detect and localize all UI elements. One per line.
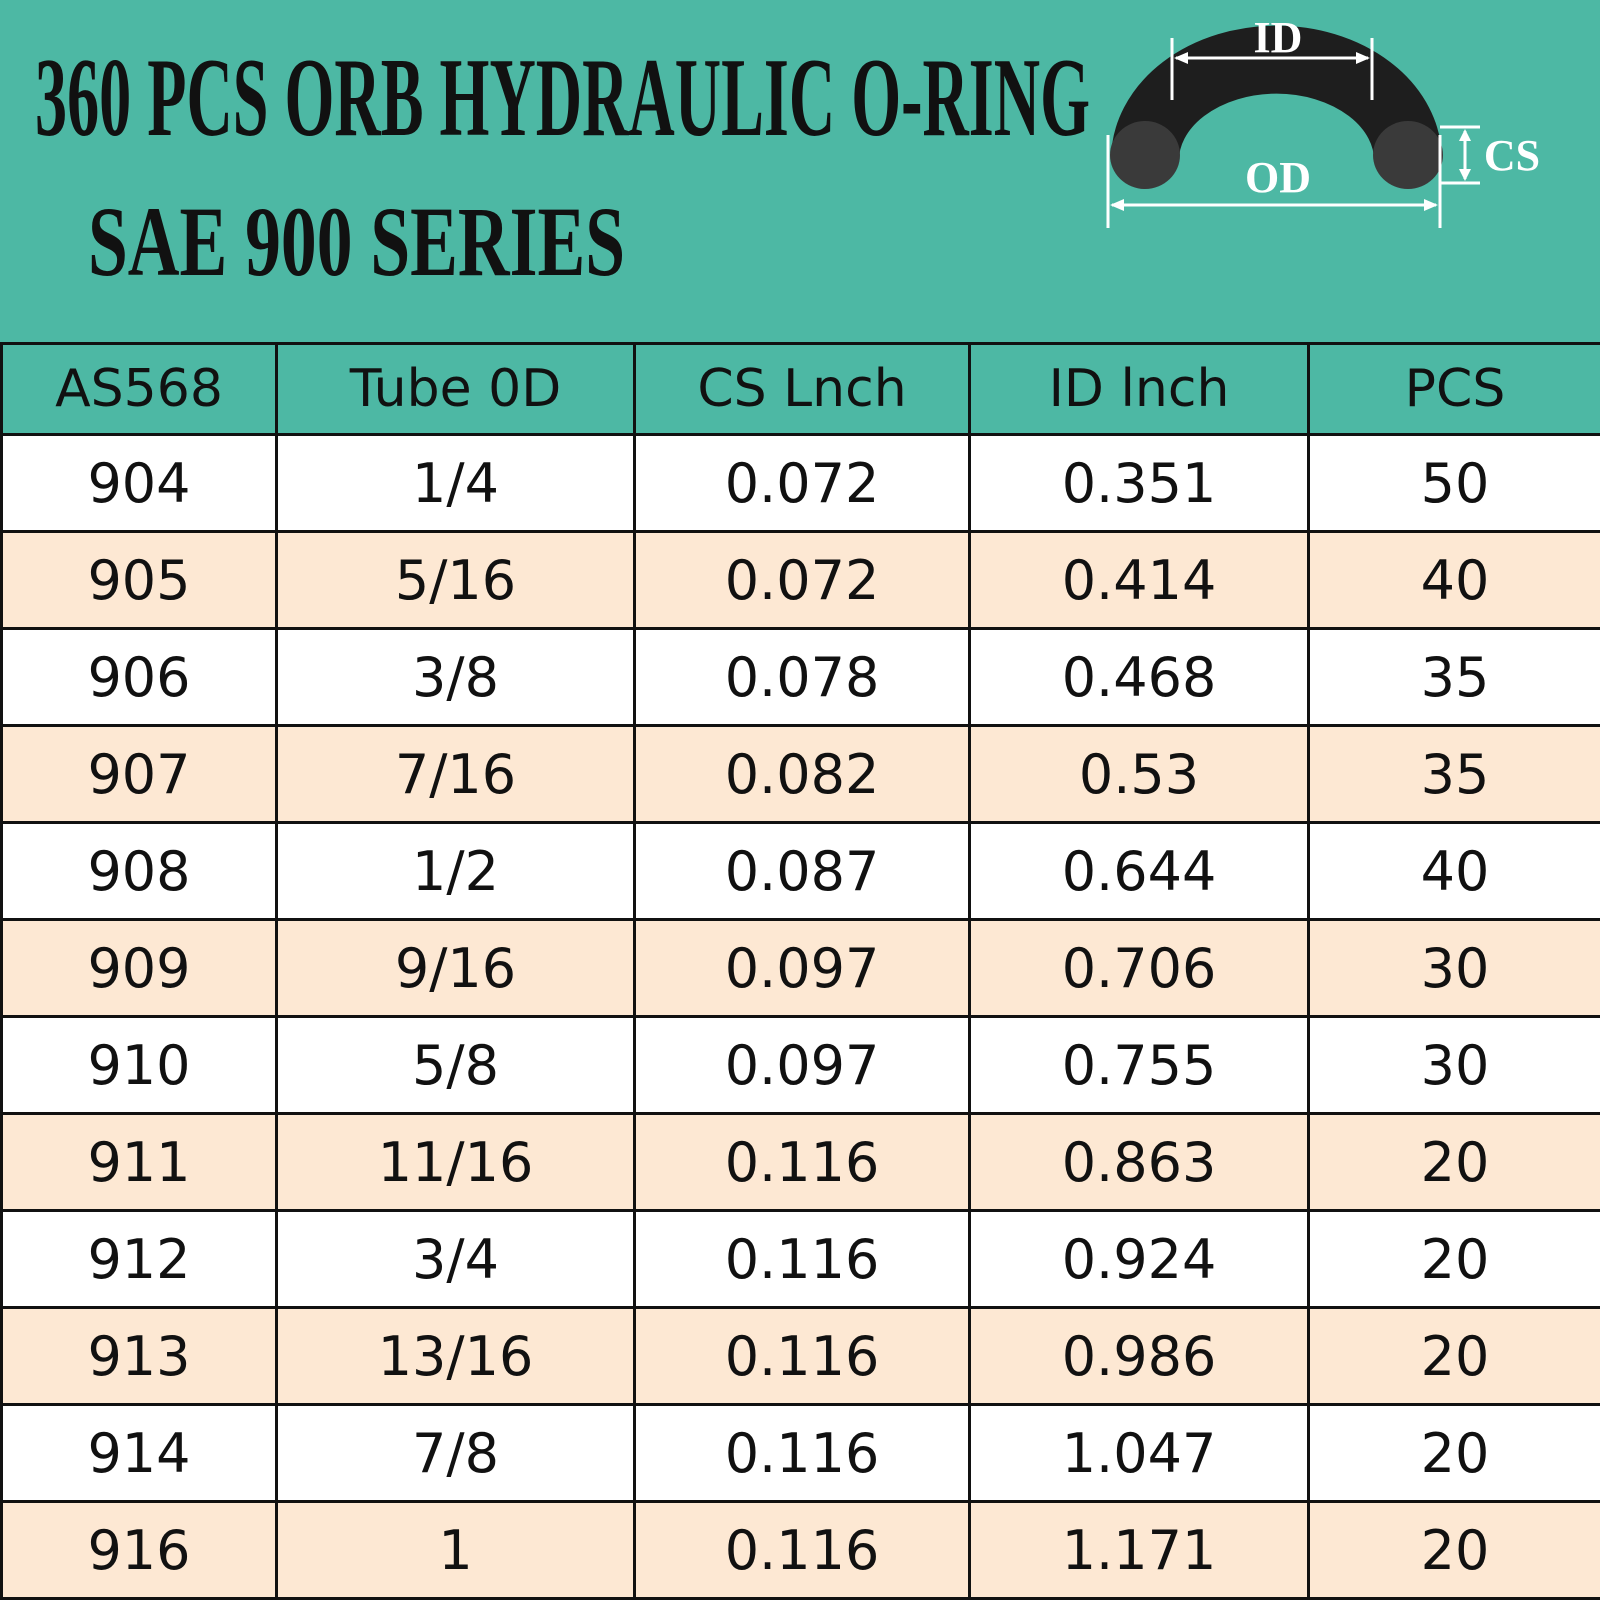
- table-row: 909 9/16 0.097 0.706 30: [0, 918, 1600, 1018]
- table-cell: 913: [0, 1306, 278, 1406]
- table-cell: 50: [1307, 433, 1600, 533]
- table-cell: 40: [1307, 821, 1600, 921]
- table-cell: 0.706: [968, 918, 1310, 1018]
- dimension-lines: [1106, 38, 1480, 228]
- table-cell: 35: [1307, 627, 1600, 727]
- table-cell: 0.116: [633, 1306, 971, 1406]
- table-cell: 35: [1307, 724, 1600, 824]
- table-cell: 906: [0, 627, 278, 727]
- column-header: AS568: [0, 342, 278, 436]
- column-header: ID lnch: [968, 342, 1310, 436]
- arrowheads: [1110, 52, 1471, 211]
- table-cell: 20: [1307, 1306, 1600, 1406]
- table-cell: 40: [1307, 530, 1600, 630]
- id-label: ID: [1254, 13, 1303, 62]
- table-cell: 914: [0, 1403, 278, 1503]
- table-cell: 0.53: [968, 724, 1310, 824]
- table-cell: 905: [0, 530, 278, 630]
- table-cell: 1/4: [275, 433, 636, 533]
- table-cell: 0.468: [968, 627, 1310, 727]
- table-cell: 904: [0, 433, 278, 533]
- table-cell: 20: [1307, 1209, 1600, 1309]
- table-cell: 916: [0, 1500, 278, 1600]
- table-row: 905 5/16 0.072 0.414 40: [0, 530, 1600, 630]
- ring-end: [1110, 121, 1180, 189]
- column-header: Tube 0D: [275, 342, 636, 436]
- table-cell: 0.755: [968, 1015, 1310, 1115]
- ring-end: [1373, 121, 1443, 189]
- table-cell: 912: [0, 1209, 278, 1309]
- title-line1: 360 PCS ORB HYDRAULIC O-RING: [35, 36, 1090, 160]
- table-cell: 0.097: [633, 918, 971, 1018]
- table-row: 912 3/4 0.116 0.924 20: [0, 1209, 1600, 1309]
- table-cell: 0.863: [968, 1112, 1310, 1212]
- table-cell: 9/16: [275, 918, 636, 1018]
- table-cell: 20: [1307, 1112, 1600, 1212]
- table-cell: 0.082: [633, 724, 971, 824]
- table-cell: 1.171: [968, 1500, 1310, 1600]
- table-cell: 30: [1307, 918, 1600, 1018]
- table-cell: 0.072: [633, 530, 971, 630]
- table-cell: 1/2: [275, 821, 636, 921]
- table-row: 904 1/4 0.072 0.351 50: [0, 433, 1600, 533]
- table-cell: 3/4: [275, 1209, 636, 1309]
- table-cell: 0.087: [633, 821, 971, 921]
- table-cell: 3/8: [275, 627, 636, 727]
- table-cell: 7/16: [275, 724, 636, 824]
- ring-arc: [1111, 25, 1442, 162]
- table-body: 904 1/4 0.072 0.351 50 905 5/16 0.072 0.414 40 906…: [0, 433, 1600, 1600]
- table-cell: 5/8: [275, 1015, 636, 1115]
- table-cell: 907: [0, 724, 278, 824]
- cs-label: CS: [1484, 131, 1540, 180]
- table-cell: 1: [275, 1500, 636, 1600]
- table-row: 906 3/8 0.078 0.468 35: [0, 627, 1600, 727]
- table-cell: 911: [0, 1112, 278, 1212]
- table-cell: 0.116: [633, 1112, 971, 1212]
- table-cell: 20: [1307, 1500, 1600, 1600]
- table-cell: 910: [0, 1015, 278, 1115]
- table-cell: 5/16: [275, 530, 636, 630]
- table-cell: 0.924: [968, 1209, 1310, 1309]
- o-ring-diagram: ID OD CS: [1106, 13, 1540, 228]
- table-cell: 908: [0, 821, 278, 921]
- od-label: OD: [1245, 153, 1311, 202]
- table-cell: 0.414: [968, 530, 1310, 630]
- table-row: 916 1 0.116 1.171 20: [0, 1500, 1600, 1600]
- table-cell: 0.116: [633, 1403, 971, 1503]
- column-header: CS Lnch: [633, 342, 971, 436]
- table-cell: 0.097: [633, 1015, 971, 1115]
- table-row: 913 13/16 0.116 0.986 20: [0, 1306, 1600, 1406]
- spec-table: AS568 Tube 0D CS Lnch ID lnch PCS 904 1/4 0.07…: [0, 342, 1600, 1600]
- header-row: AS568 Tube 0D CS Lnch ID lnch PCS: [0, 342, 1600, 436]
- table-cell: 0.072: [633, 433, 971, 533]
- table-cell: 0.116: [633, 1209, 971, 1309]
- table-row: 911 11/16 0.116 0.863 20: [0, 1112, 1600, 1212]
- table-cell: 909: [0, 918, 278, 1018]
- table-cell: 30: [1307, 1015, 1600, 1115]
- table-cell: 20: [1307, 1403, 1600, 1503]
- table-cell: 0.078: [633, 627, 971, 727]
- table-cell: 1.047: [968, 1403, 1310, 1503]
- table-row: 907 7/16 0.082 0.53 35: [0, 724, 1600, 824]
- table-cell: 11/16: [275, 1112, 636, 1212]
- table-cell: 0.116: [633, 1500, 971, 1600]
- header: 360 PCS ORB HYDRAULIC O-RING SAE 900 SER…: [0, 0, 1600, 342]
- table-row: 914 7/8 0.116 1.047 20: [0, 1403, 1600, 1503]
- table-cell: 7/8: [275, 1403, 636, 1503]
- table-cell: 0.644: [968, 821, 1310, 921]
- column-header: PCS: [1307, 342, 1600, 436]
- table-cell: 0.986: [968, 1306, 1310, 1406]
- table-row: 910 5/8 0.097 0.755 30: [0, 1015, 1600, 1115]
- table-row: 908 1/2 0.087 0.644 40: [0, 821, 1600, 921]
- table-cell: 0.351: [968, 433, 1310, 533]
- title-line2: SAE 900 SERIES: [88, 186, 625, 297]
- table-cell: 13/16: [275, 1306, 636, 1406]
